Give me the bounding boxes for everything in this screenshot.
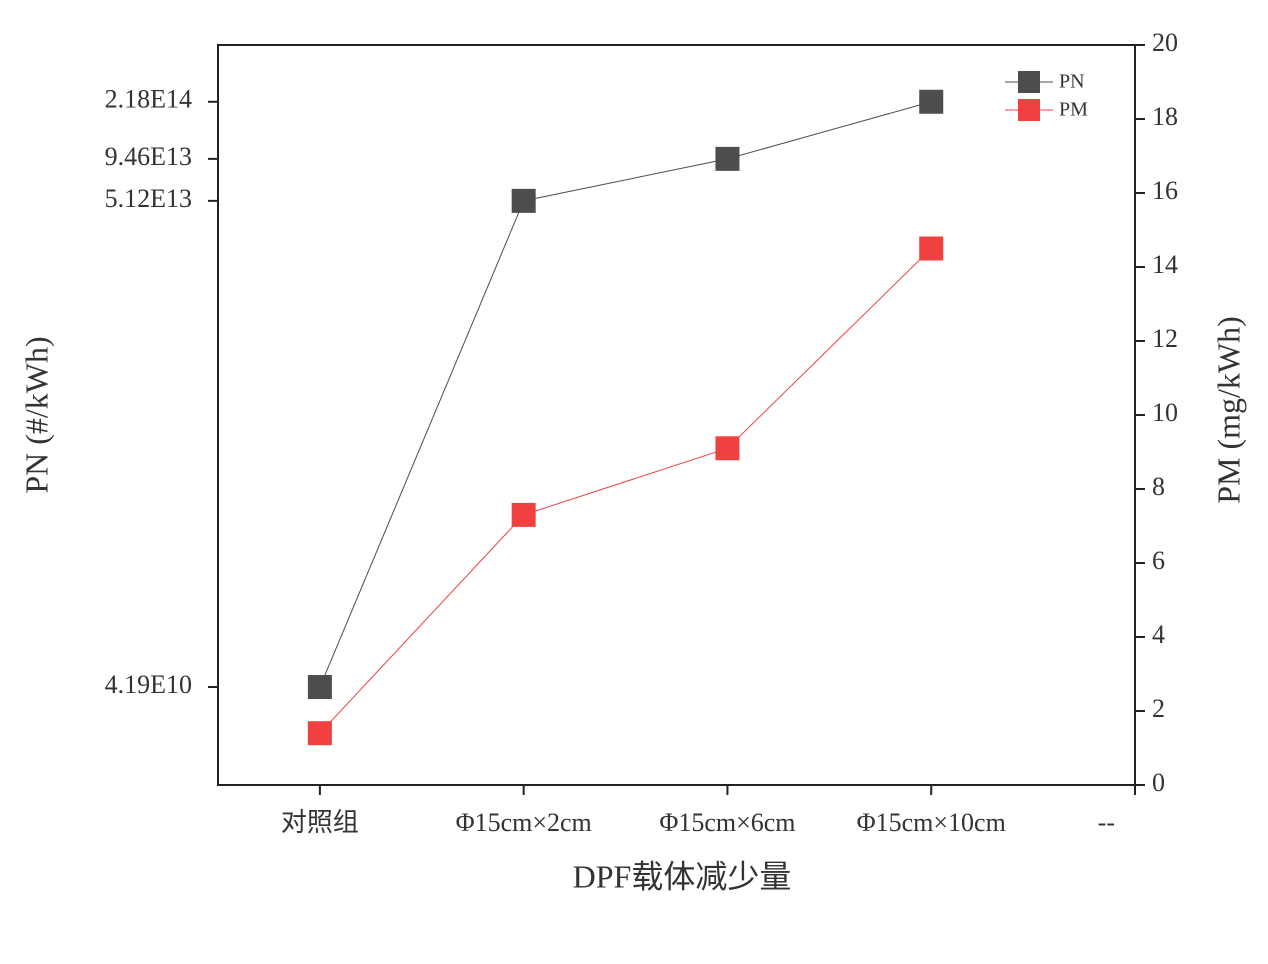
- x-axis-title: DPF载体减少量: [573, 858, 792, 894]
- y2-tick-label: 6: [1152, 546, 1165, 575]
- marker: [919, 236, 944, 261]
- series-line: [319, 101, 932, 688]
- y2-tick-label: 4: [1152, 620, 1165, 649]
- legend-marker: [1018, 99, 1040, 121]
- y2-tick-label: 2: [1152, 694, 1165, 723]
- y-tick-label: 4.19E10: [105, 670, 192, 699]
- marker: [307, 721, 332, 746]
- x-tick-label: --: [1098, 808, 1115, 837]
- y-tick-label: 5.12E13: [105, 184, 192, 213]
- marker: [919, 89, 944, 114]
- legend-label: PN: [1059, 71, 1085, 93]
- y-tick-label: 2.18E14: [105, 85, 192, 114]
- marker: [715, 146, 740, 171]
- y2-tick-label: 10: [1152, 398, 1178, 427]
- x-tick-label: 对照组: [281, 808, 359, 837]
- marker: [715, 436, 740, 461]
- y2-tick-label: 18: [1152, 102, 1178, 131]
- y2-tick-label: 14: [1152, 250, 1178, 279]
- x-tick-label: Φ15cm×10cm: [857, 808, 1006, 837]
- y2-tick-label: 8: [1152, 472, 1165, 501]
- y-axis-title: PN (#/kWh): [18, 336, 54, 493]
- marker: [511, 502, 536, 527]
- marker: [307, 675, 332, 700]
- legend-marker: [1018, 71, 1040, 93]
- y-tick-label: 9.46E13: [105, 142, 192, 171]
- y2-axis-title: PM (mg/kWh): [1210, 316, 1246, 504]
- y2-tick-label: 12: [1152, 324, 1178, 353]
- y2-tick-label: 16: [1152, 176, 1178, 205]
- y2-tick-label: 0: [1152, 768, 1165, 797]
- x-tick-label: Φ15cm×2cm: [456, 808, 592, 837]
- x-tick-label: Φ15cm×6cm: [659, 808, 795, 837]
- series-line: [319, 248, 932, 734]
- legend-label: PM: [1059, 99, 1088, 121]
- y2-tick-label: 20: [1152, 28, 1178, 57]
- plot-frame: [217, 44, 1136, 786]
- marker: [511, 188, 536, 213]
